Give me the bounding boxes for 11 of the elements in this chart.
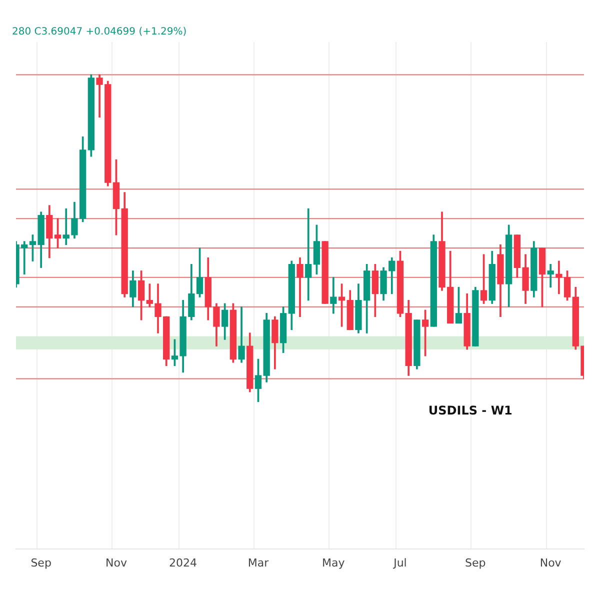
x-tick-label: Nov (106, 556, 128, 570)
x-tick-label: Jul (392, 556, 407, 570)
x-tick-label: Mar (248, 556, 270, 570)
x-tick-label: Sep (30, 556, 52, 570)
text: USDILS - W1 (428, 404, 512, 418)
text: 280 C3.69047 +0.04699 (+1.29%) (12, 26, 187, 38)
candlestick (305, 208, 312, 301)
x-tick-label: 2024 (169, 556, 198, 570)
x-tick-label: Sep (465, 556, 486, 570)
x-tick-label: Nov (540, 556, 562, 570)
x-tick-label: May (322, 556, 346, 570)
